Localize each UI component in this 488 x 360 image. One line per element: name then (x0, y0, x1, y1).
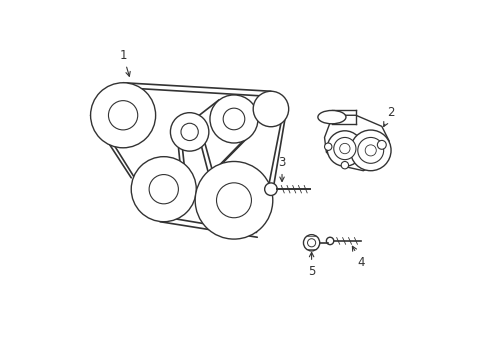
Text: 1: 1 (119, 49, 130, 76)
Circle shape (131, 157, 196, 222)
Circle shape (324, 143, 331, 150)
Circle shape (303, 235, 319, 251)
Circle shape (90, 83, 155, 148)
Circle shape (307, 239, 315, 247)
Circle shape (326, 131, 362, 166)
Circle shape (223, 108, 244, 130)
Text: 2: 2 (383, 106, 394, 126)
Circle shape (216, 183, 251, 218)
Text: 5: 5 (307, 252, 315, 278)
Circle shape (108, 101, 138, 130)
Circle shape (350, 130, 390, 171)
Circle shape (365, 145, 375, 156)
Circle shape (357, 138, 383, 163)
Circle shape (339, 143, 349, 154)
Polygon shape (324, 115, 388, 171)
Circle shape (253, 91, 288, 127)
Circle shape (181, 123, 198, 140)
Text: 3: 3 (278, 156, 285, 181)
Text: 4: 4 (352, 246, 365, 269)
Circle shape (264, 183, 277, 195)
Circle shape (333, 138, 355, 159)
Circle shape (195, 162, 272, 239)
Ellipse shape (317, 111, 346, 124)
Circle shape (325, 237, 333, 245)
Circle shape (170, 113, 208, 151)
Circle shape (377, 140, 386, 149)
Circle shape (149, 175, 178, 204)
Circle shape (341, 162, 348, 169)
Circle shape (209, 95, 258, 143)
